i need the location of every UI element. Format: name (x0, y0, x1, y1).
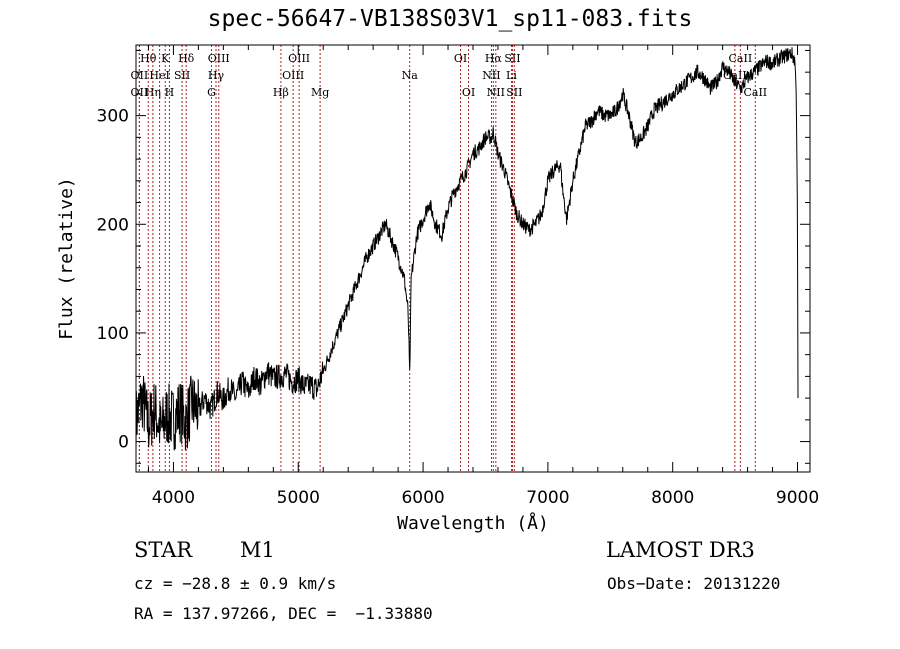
object-subclass: M1 (240, 538, 275, 562)
observation-date: Obs−Date: 20131220 (607, 574, 781, 593)
sky-coordinates: RA = 137.97266, DEC = −1.33880 (134, 604, 433, 623)
x-tick-label: 5000 (277, 488, 320, 508)
line-label-sii: SII (506, 86, 522, 99)
line-label-g: G (207, 86, 216, 99)
line-label-sii: SII (504, 52, 520, 65)
x-tick-label: 6000 (401, 488, 444, 508)
line-label-oi: OI (462, 86, 475, 99)
line-label-h: H (165, 86, 175, 99)
line-label-hα: Hα (485, 52, 503, 65)
y-tick-label: 200 (97, 215, 129, 235)
line-label-caii: CaII (729, 52, 753, 65)
line-label-oii: OII (131, 69, 149, 82)
object-class: STAR (134, 538, 193, 562)
plot-frame (135, 44, 811, 473)
line-label-oiii: OIII (288, 52, 310, 65)
line-label-k: K (161, 52, 170, 65)
line-label-nii: NII (487, 86, 505, 99)
line-label-hη: Hη (145, 86, 161, 99)
line-label-hθ: Hθ (140, 52, 157, 65)
line-label-oiii: OIII (208, 52, 230, 65)
x-tick-label: 8000 (651, 488, 694, 508)
x-tick-label: 9000 (776, 488, 819, 508)
line-label-oii: OII (131, 86, 149, 99)
line-label-caii: CaII (743, 86, 767, 99)
line-label-oi: OI (454, 52, 467, 65)
chart-title: spec-56647-VB138S03V1_sp11-083.fits (207, 6, 693, 32)
line-label-hei: HeI (149, 69, 169, 82)
y-axis-label: Flux (relative) (56, 177, 77, 340)
line-label-na: Na (402, 69, 419, 82)
x-tick-label: 4000 (152, 488, 195, 508)
y-tick-label: 100 (97, 324, 129, 344)
spectrum-line (135, 47, 799, 453)
line-label-hγ: Hγ (208, 69, 225, 82)
redshift-velocity: cz = −28.8 ± 0.9 km/s (134, 574, 337, 593)
survey-name: LAMOST DR3 (606, 538, 755, 562)
line-label-hδ: Hδ (178, 52, 195, 65)
x-tick-label: 7000 (526, 488, 569, 508)
line-label-nii: NII (482, 69, 500, 82)
x-axis-label: Wavelength (Å) (397, 512, 549, 534)
y-tick-label: 0 (118, 433, 129, 453)
line-label-li: Li (506, 69, 517, 82)
line-label-oiii: OIII (282, 69, 304, 82)
y-tick-label: 300 (97, 107, 129, 127)
line-label-hβ: Hβ (273, 86, 289, 99)
line-label-caii: CaII (723, 69, 747, 82)
line-label-mg: Mg (311, 86, 329, 99)
line-label-sii: SII (174, 69, 190, 82)
